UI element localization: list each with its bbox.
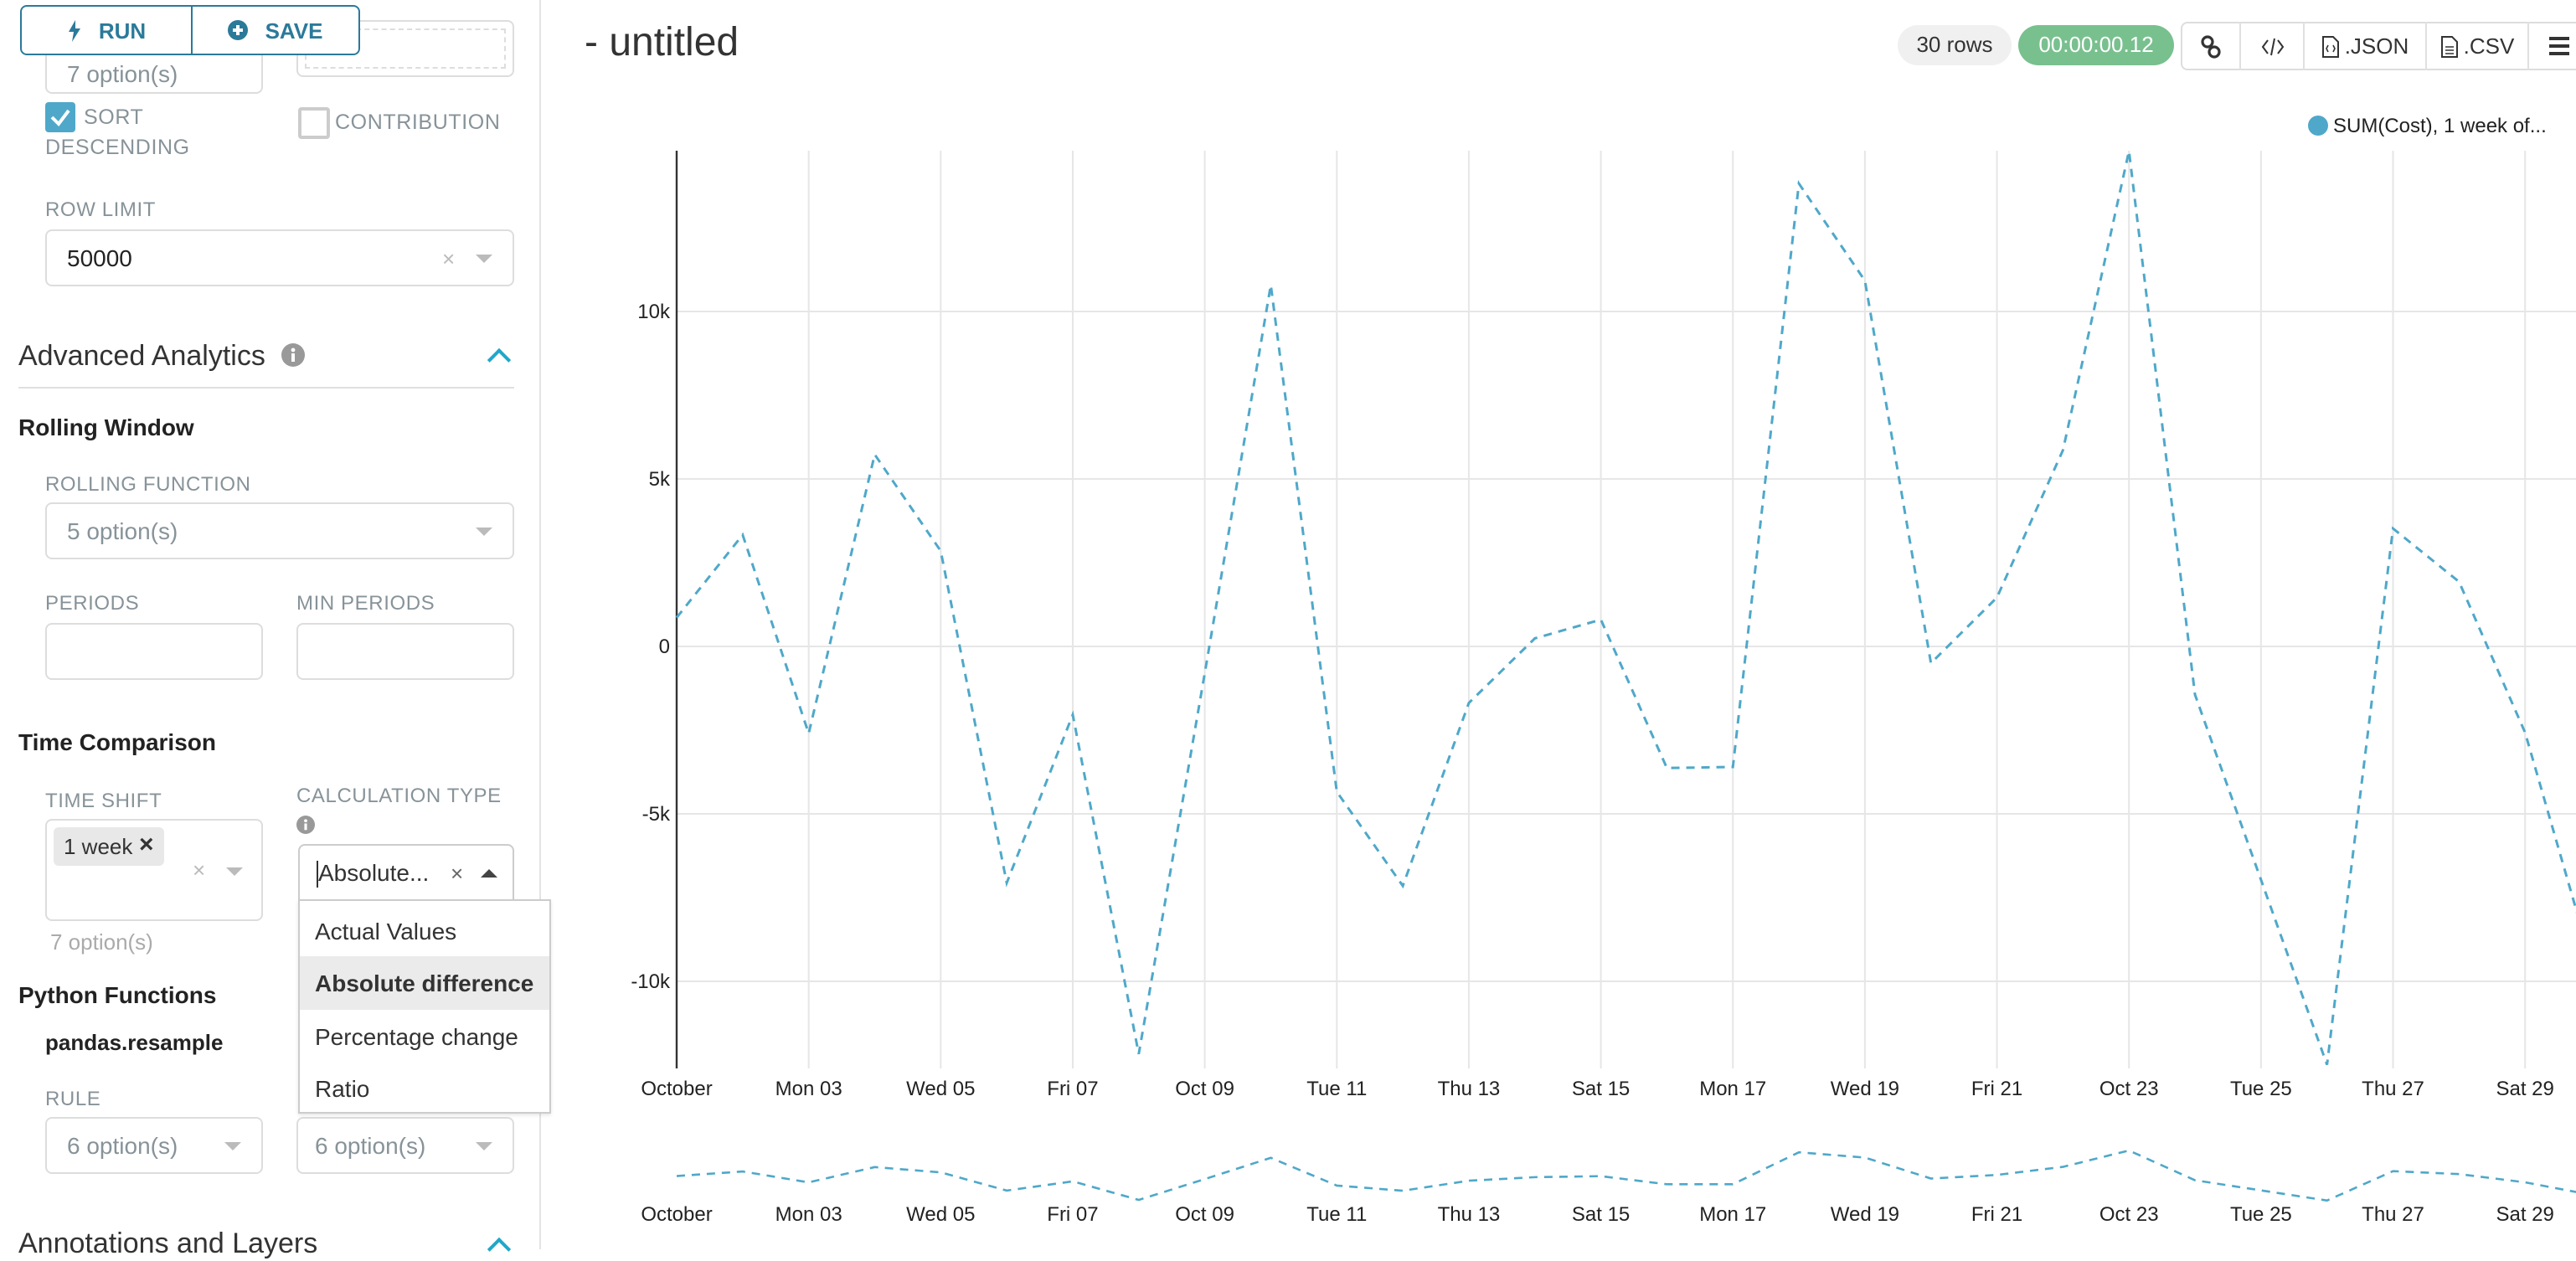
- x-tick-label: Mon 03: [775, 1078, 842, 1100]
- brush-tick-label: Wed 05: [906, 1203, 975, 1226]
- brush-tick-label: Tue 25: [2230, 1203, 2292, 1226]
- option-ratio[interactable]: Ratio: [300, 1062, 549, 1115]
- plus-circle-icon: [229, 20, 249, 40]
- calculation-type-dropdown: Actual Values Absolute difference Percen…: [298, 899, 551, 1114]
- brush-tick-label: Mon 17: [1699, 1203, 1766, 1226]
- legend-marker: [2308, 116, 2328, 136]
- x-tick-label: Sat 15: [1572, 1078, 1630, 1100]
- brush-tick-label: Oct 23: [2099, 1203, 2159, 1226]
- option-absolute-difference[interactable]: Absolute difference: [300, 956, 549, 1010]
- x-tick-label: Tue 11: [1306, 1078, 1367, 1100]
- bolt-icon: [67, 19, 82, 41]
- brush-tick-label: Sat 29: [2496, 1203, 2553, 1226]
- x-tick-label: October: [641, 1078, 712, 1100]
- series-line: [677, 151, 2576, 1064]
- save-button[interactable]: SAVE: [193, 7, 358, 54]
- x-tick-label: Fri 07: [1047, 1078, 1098, 1100]
- option-actual-values[interactable]: Actual Values: [300, 904, 549, 958]
- brush-tick-label: Thu 13: [1438, 1203, 1501, 1226]
- x-tick-label: Oct 09: [1175, 1078, 1234, 1100]
- legend[interactable]: SUM(Cost), 1 week of...: [2308, 115, 2547, 137]
- y-tick-label: 0: [659, 636, 670, 658]
- brush-tick-label: Mon 03: [775, 1203, 842, 1226]
- option-percentage-change[interactable]: Percentage change: [300, 1010, 549, 1063]
- y-tick-label: -10k: [631, 970, 671, 993]
- x-tick-label: Oct 23: [2099, 1078, 2159, 1100]
- x-tick-label: Mon 17: [1699, 1078, 1766, 1100]
- brush-tick-label: October: [641, 1203, 712, 1226]
- query-button-group: RUN SAVE: [20, 5, 360, 55]
- brush-tick-label: Sat 15: [1572, 1203, 1630, 1226]
- y-tick-label: 10k: [637, 301, 671, 323]
- x-tick-label: Sat 29: [2496, 1078, 2553, 1100]
- brush-series-line: [677, 1150, 2576, 1201]
- x-tick-label: Wed 19: [1831, 1078, 1899, 1100]
- brush-tick-label: Thu 27: [2362, 1203, 2424, 1226]
- y-tick-label: 5k: [649, 468, 671, 491]
- brush-tick-label: Wed 19: [1831, 1203, 1899, 1226]
- brush-tick-label: Oct 09: [1175, 1203, 1234, 1226]
- y-tick-label: -5k: [642, 803, 671, 826]
- legend-label: SUM(Cost), 1 week of...: [2333, 115, 2547, 137]
- save-label: SAVE: [265, 18, 323, 43]
- x-tick-label: Fri 21: [1971, 1078, 2022, 1100]
- x-tick-label: Thu 13: [1438, 1078, 1501, 1100]
- x-tick-label: Thu 27: [2362, 1078, 2424, 1100]
- x-tick-label: Wed 05: [906, 1078, 975, 1100]
- brush-tick-label: Tue 11: [1306, 1203, 1367, 1226]
- run-label: RUN: [99, 18, 146, 43]
- brush-tick-label: Fri 07: [1047, 1203, 1098, 1226]
- run-button[interactable]: RUN: [22, 7, 193, 54]
- x-tick-label: Tue 25: [2230, 1078, 2292, 1100]
- brush-tick-label: Fri 21: [1971, 1203, 2022, 1226]
